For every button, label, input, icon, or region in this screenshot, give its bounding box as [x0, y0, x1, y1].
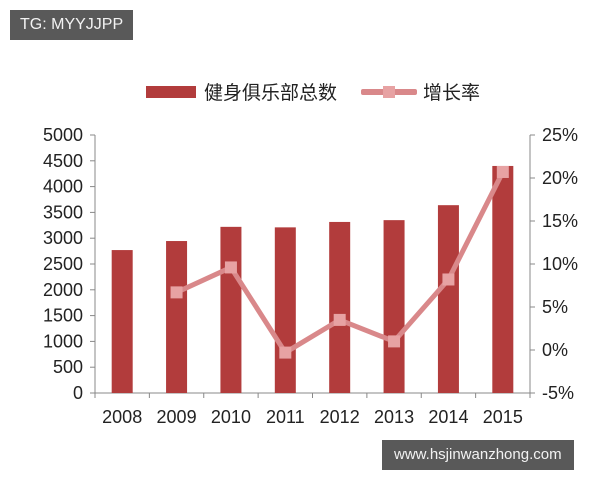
legend-line-swatch [361, 85, 418, 98]
left-tick-label: 0 [73, 383, 83, 403]
bar [274, 227, 296, 393]
bar [166, 241, 188, 393]
left-tick-label: 3500 [43, 202, 83, 222]
bar [111, 250, 133, 393]
x-tick-label: 2010 [211, 407, 251, 427]
bar [492, 165, 514, 393]
line-marker [170, 286, 183, 299]
bar [329, 221, 351, 393]
line-marker [279, 346, 292, 359]
left-tick-label: 2500 [43, 254, 83, 274]
left-tick-label: 4000 [43, 177, 83, 197]
line-marker [496, 165, 509, 178]
right-tick-label: 25% [542, 125, 578, 145]
line-marker [224, 261, 237, 274]
right-tick-label: 0% [542, 340, 568, 360]
right-tick-label: 20% [542, 168, 578, 188]
line-marker [333, 313, 346, 326]
left-tick-label: 1500 [43, 306, 83, 326]
x-tick-label: 2011 [266, 407, 305, 427]
right-tick-label: 10% [542, 254, 578, 274]
left-tick-label: 1000 [43, 331, 83, 351]
bar [383, 220, 405, 393]
legend-bar-swatch [146, 85, 196, 98]
x-tick-label: 2015 [483, 407, 523, 427]
right-tick-label: 15% [542, 211, 578, 231]
right-tick-label: 5% [542, 297, 568, 317]
watermark-bottom-right: www.hsjinwanzhong.com [382, 440, 574, 470]
left-tick-label: 500 [53, 357, 83, 377]
bar [437, 205, 459, 393]
legend-bar-label: 健身俱乐部总数 [204, 82, 338, 104]
right-tick-label: -5% [542, 383, 574, 403]
line-marker [442, 273, 455, 286]
left-tick-label: 4500 [43, 151, 83, 171]
x-tick-label: 2012 [320, 407, 360, 427]
left-tick-label: 5000 [43, 125, 83, 145]
watermark-top-left: TG: MYYJJPP [10, 10, 134, 40]
x-tick-label: 2009 [157, 407, 197, 427]
left-tick-label: 2000 [43, 280, 83, 300]
x-tick-label: 2008 [102, 407, 142, 427]
line-marker [388, 335, 401, 348]
x-tick-label: 2013 [374, 407, 414, 427]
legend-line-label: 增长率 [423, 82, 481, 104]
chart-legend: 健身俱乐部总数 增长率 [146, 78, 480, 105]
left-tick-label: 3000 [43, 228, 83, 248]
x-tick-label: 2014 [428, 407, 468, 427]
bar [220, 226, 242, 393]
